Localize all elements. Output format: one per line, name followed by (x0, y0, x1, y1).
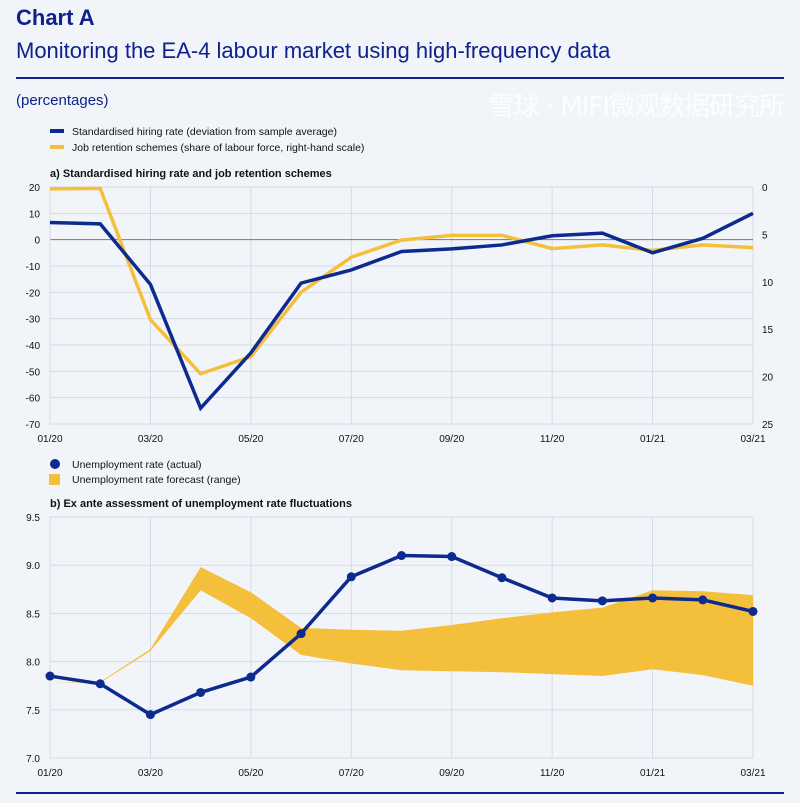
data-point (145, 710, 155, 720)
y2-tick-label: 20 (762, 373, 774, 384)
y-tick-label: 9.5 (26, 513, 40, 524)
y-tick-label: -40 (26, 341, 41, 352)
x-tick-label: 07/20 (339, 768, 364, 779)
x-tick-label: 03/20 (138, 768, 163, 779)
y-tick-label: 8.0 (26, 658, 40, 669)
y-tick-label: 7.0 (26, 754, 40, 765)
y-tick-label: 0 (34, 236, 40, 247)
x-tick-label: 11/20 (540, 768, 565, 779)
y2-tick-label: 10 (762, 278, 774, 289)
data-point (547, 593, 557, 603)
unit-label: (percentages) (16, 92, 109, 109)
legend-label: Unemployment rate forecast (range) (72, 474, 241, 486)
data-point (246, 672, 256, 682)
x-tick-label: 05/20 (238, 768, 263, 779)
y2-tick-label: 25 (762, 420, 774, 431)
y-tick-label: 9.0 (26, 561, 40, 572)
y-tick-label: -50 (26, 367, 41, 378)
data-point (296, 629, 306, 639)
y-tick-label: -60 (26, 394, 41, 405)
y2-tick-label: 15 (762, 325, 774, 336)
y-tick-label: 8.5 (26, 609, 40, 620)
legend-swatch-hiring (50, 129, 64, 133)
y2-tick-label: 5 (762, 230, 768, 241)
panel-title: b) Ex ante assessment of unemployment ra… (50, 498, 352, 510)
data-point (597, 596, 607, 606)
legend-marker-actual (50, 459, 60, 469)
y-tick-label: -20 (26, 288, 41, 299)
data-point (698, 595, 708, 605)
x-tick-label: 05/20 (238, 434, 263, 445)
x-tick-label: 01/21 (640, 434, 665, 445)
x-tick-label: 11/20 (540, 434, 565, 445)
series-line-job-retention (49, 186, 754, 376)
y-tick-label: 10 (29, 209, 41, 220)
legend-label: Job retention schemes (share of labour f… (72, 142, 364, 154)
x-tick-label: 01/21 (640, 768, 665, 779)
data-point (45, 671, 55, 681)
data-point (196, 687, 206, 697)
y-tick-label: -10 (26, 262, 41, 273)
y-tick-label: 7.5 (26, 706, 40, 717)
x-tick-label: 09/20 (439, 434, 464, 445)
legend-swatch-forecast (49, 474, 60, 485)
series-line-hiring-rate (49, 211, 754, 412)
y-tick-label: -70 (26, 420, 41, 431)
x-tick-label: 09/20 (439, 768, 464, 779)
legend-swatch-retention (50, 145, 64, 149)
legend-label: Unemployment rate (actual) (72, 459, 202, 471)
data-point (748, 606, 758, 616)
chart-label: Chart A (16, 5, 95, 30)
watermark: 雪球 · MIFI微观数据研究所 (488, 92, 785, 122)
data-point (95, 679, 105, 689)
y-tick-label: 20 (29, 183, 41, 194)
data-point (497, 573, 507, 583)
data-point (447, 552, 457, 562)
forecast-range-band (50, 567, 753, 686)
x-tick-label: 01/20 (37, 768, 62, 779)
x-tick-label: 03/21 (740, 434, 765, 445)
divider (16, 77, 784, 79)
x-tick-label: 07/20 (339, 434, 364, 445)
y-tick-label: -30 (26, 315, 41, 326)
chart-title: Monitoring the EA-4 labour market using … (16, 38, 611, 63)
panel-title: a) Standardised hiring rate and job rete… (50, 168, 332, 180)
data-point (648, 593, 658, 603)
x-tick-label: 03/20 (138, 434, 163, 445)
divider (16, 792, 784, 794)
data-point (346, 572, 356, 582)
x-tick-label: 03/21 (740, 768, 765, 779)
legend-label: Standardised hiring rate (deviation from… (72, 126, 337, 138)
y2-tick-label: 0 (762, 183, 768, 194)
x-tick-label: 01/20 (37, 434, 62, 445)
data-point (397, 551, 406, 561)
